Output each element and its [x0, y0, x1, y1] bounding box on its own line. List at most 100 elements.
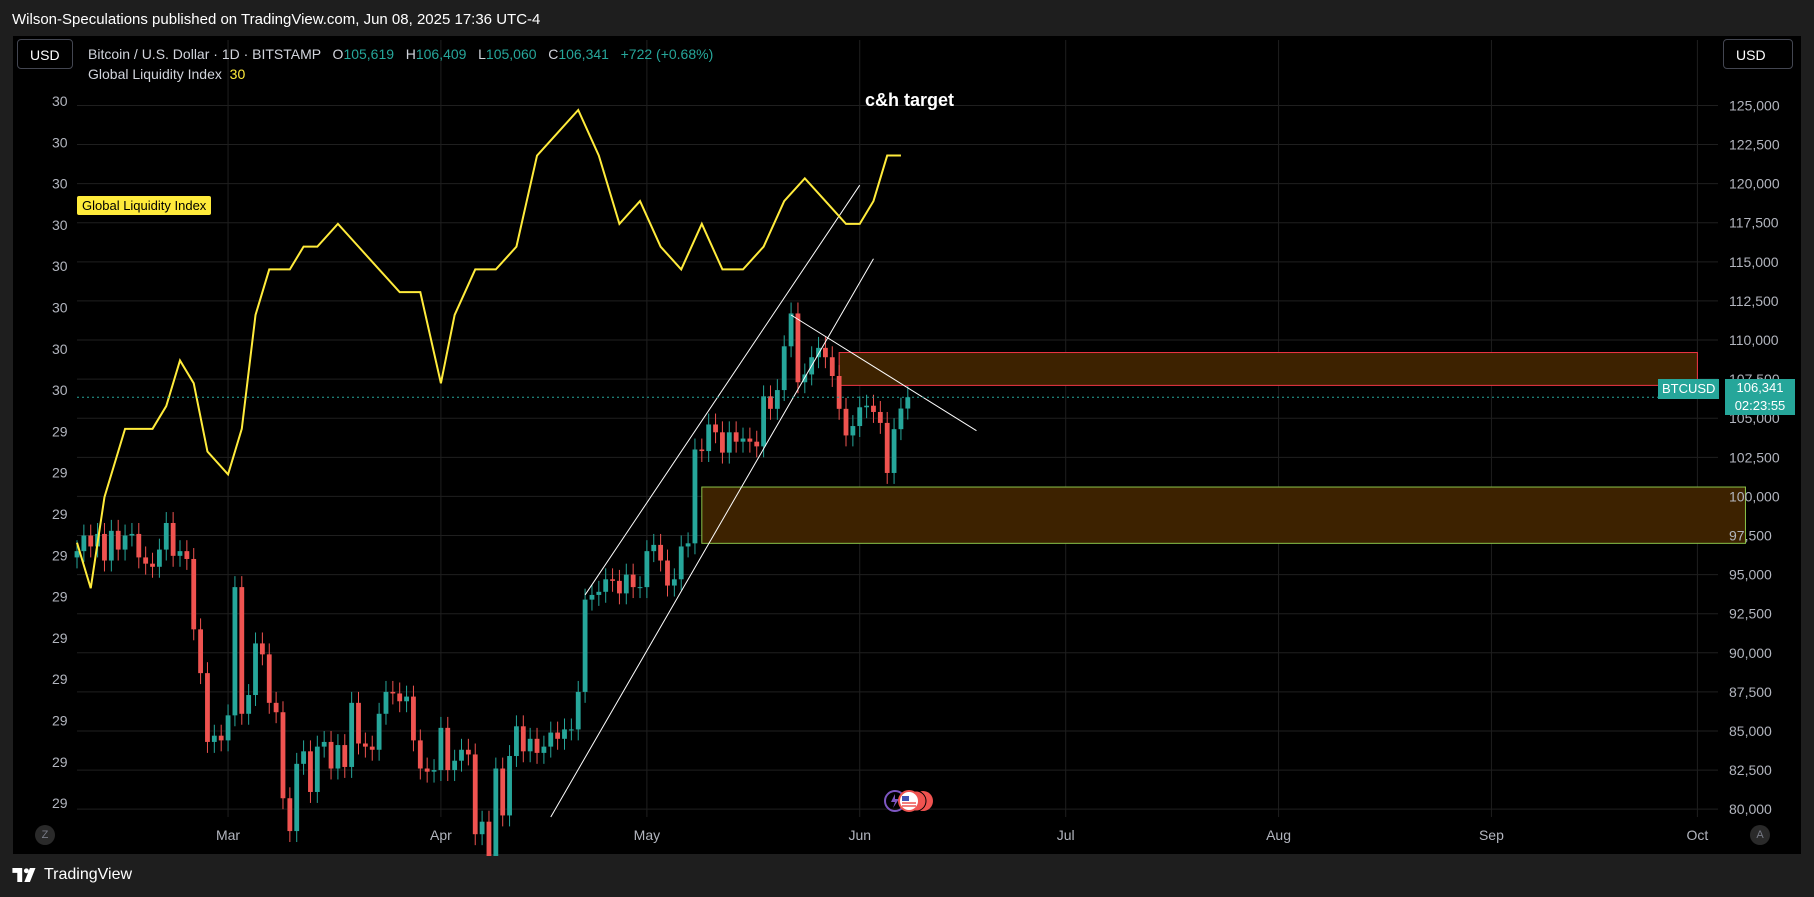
candle-body: [534, 738, 540, 753]
price-tick-label: 100,000: [1729, 488, 1780, 504]
events-icon[interactable]: [883, 789, 943, 813]
candle-body: [768, 396, 773, 409]
candle-body: [205, 673, 210, 742]
candle-body: [877, 411, 883, 423]
candle-body: [747, 438, 753, 442]
price-axis: 80,000 82,500 85,000 87,500 90,000 92,500 95,0…: [1729, 97, 1780, 817]
candle-body: [356, 702, 361, 744]
candle-body: [781, 346, 787, 391]
indicator-tag: Global Liquidity Index: [77, 196, 212, 215]
candle-body: [335, 745, 341, 769]
candle-body: [720, 432, 725, 453]
indicator-tick-label: 29: [52, 423, 68, 439]
indicator-tick-label: 30: [52, 300, 68, 316]
candle-body: [582, 599, 588, 692]
candle-body: [259, 643, 265, 655]
legend-open-value: 105,619: [343, 46, 395, 62]
candle-body: [198, 629, 203, 674]
currency-button-left[interactable]: USD: [17, 39, 73, 69]
chart-frame[interactable]: [13, 36, 1801, 854]
auto-scale-button[interactable]: A: [1750, 825, 1770, 845]
candle-body: [88, 535, 94, 547]
candle-body: [644, 551, 650, 588]
price-tick-label: 102,500: [1729, 449, 1780, 465]
zoom-button[interactable]: Z: [35, 825, 55, 845]
candle-body: [184, 551, 190, 559]
tradingview-brand-label: TradingView: [44, 866, 133, 883]
indicator-tick-label: 29: [52, 589, 68, 605]
price-tick-label: 110,000: [1729, 332, 1779, 348]
currency-button-right[interactable]: USD: [1723, 39, 1793, 69]
candle-body: [156, 549, 162, 567]
indicator-tick-label: 29: [52, 754, 68, 770]
candle-body: [665, 560, 670, 586]
candle-body: [74, 551, 80, 558]
indicator-tick-label: 30: [52, 217, 68, 233]
tradingview-logo-icon: [12, 868, 36, 882]
time-tick-label: Aug: [1266, 827, 1291, 843]
candle-body: [81, 535, 87, 552]
candle-body: [623, 574, 629, 594]
candle-body: [108, 530, 114, 561]
candle-body: [301, 751, 306, 764]
candle-body: [678, 546, 684, 580]
candle-body: [610, 579, 615, 581]
channel-lower-line: [550, 258, 874, 818]
price-tick-label: 120,000: [1729, 176, 1780, 192]
candle-body: [527, 738, 533, 752]
indicator-tick-label: 29: [52, 795, 68, 811]
candle-body: [390, 691, 396, 694]
candle-body: [294, 763, 300, 832]
price-zones: [701, 352, 1746, 544]
price-tick-label: 125,000: [1729, 97, 1780, 113]
candle-body: [713, 424, 718, 433]
price-tag-price: 106,341: [1725, 379, 1795, 397]
time-tick-label: Oct: [1687, 827, 1709, 843]
candle-body: [864, 405, 870, 408]
price-tick-label: 122,500: [1729, 137, 1780, 153]
candle-body: [884, 422, 890, 473]
candle-body: [500, 768, 506, 816]
time-tick-label: May: [634, 827, 660, 843]
candle-body: [898, 408, 904, 430]
candle-body: [417, 740, 423, 769]
support-zone: [701, 486, 1746, 544]
candle-body: [239, 587, 245, 714]
tradingview-brand[interactable]: TradingView: [12, 866, 132, 884]
candle-body: [617, 580, 622, 594]
footer: TradingView: [0, 856, 1814, 897]
candle-body: [211, 735, 217, 742]
candle-body: [795, 313, 801, 383]
indicator-tick-label: 29: [52, 465, 68, 481]
annotation-label[interactable]: c&h target: [865, 90, 955, 110]
time-tick-label: Jul: [1057, 827, 1075, 843]
candle-body: [438, 727, 444, 771]
indicator-tick-label: 30: [52, 93, 68, 109]
candle-body: [850, 426, 856, 436]
legend-indicator-name[interactable]: Global Liquidity Index: [88, 66, 222, 82]
time-tick-label: Sep: [1479, 827, 1504, 843]
candle-body: [328, 741, 334, 769]
indicator-tick-label: 29: [52, 506, 68, 522]
indicator-tick-label: 29: [52, 547, 68, 563]
candle-body: [692, 449, 698, 544]
candle-body: [651, 544, 657, 552]
candle-body: [857, 407, 863, 427]
legend-open-label: O: [332, 46, 344, 62]
legend-high-value: 106,409: [415, 46, 467, 62]
candle-body: [170, 523, 176, 556]
candle-body: [362, 743, 368, 747]
candle-body: [843, 408, 849, 436]
legend-symbol[interactable]: Bitcoin / U.S. Dollar · 1D · BITSTAMP: [88, 46, 321, 62]
candle-body: [472, 754, 478, 835]
price-tag-countdown: 02:23:55: [1725, 397, 1795, 415]
publish-line: Wilson-Speculations published on Trading…: [0, 0, 1814, 34]
price-tick-label: 112,500: [1729, 293, 1779, 309]
candle-body: [129, 533, 135, 536]
time-axis: Mar Apr May Jun Jul Aug Sep Oct: [216, 827, 1708, 843]
price-tag-symbol: BTCUSD: [1658, 379, 1720, 399]
candle-body: [568, 729, 574, 731]
candle-body: [562, 729, 567, 739]
candle-body: [836, 376, 842, 409]
